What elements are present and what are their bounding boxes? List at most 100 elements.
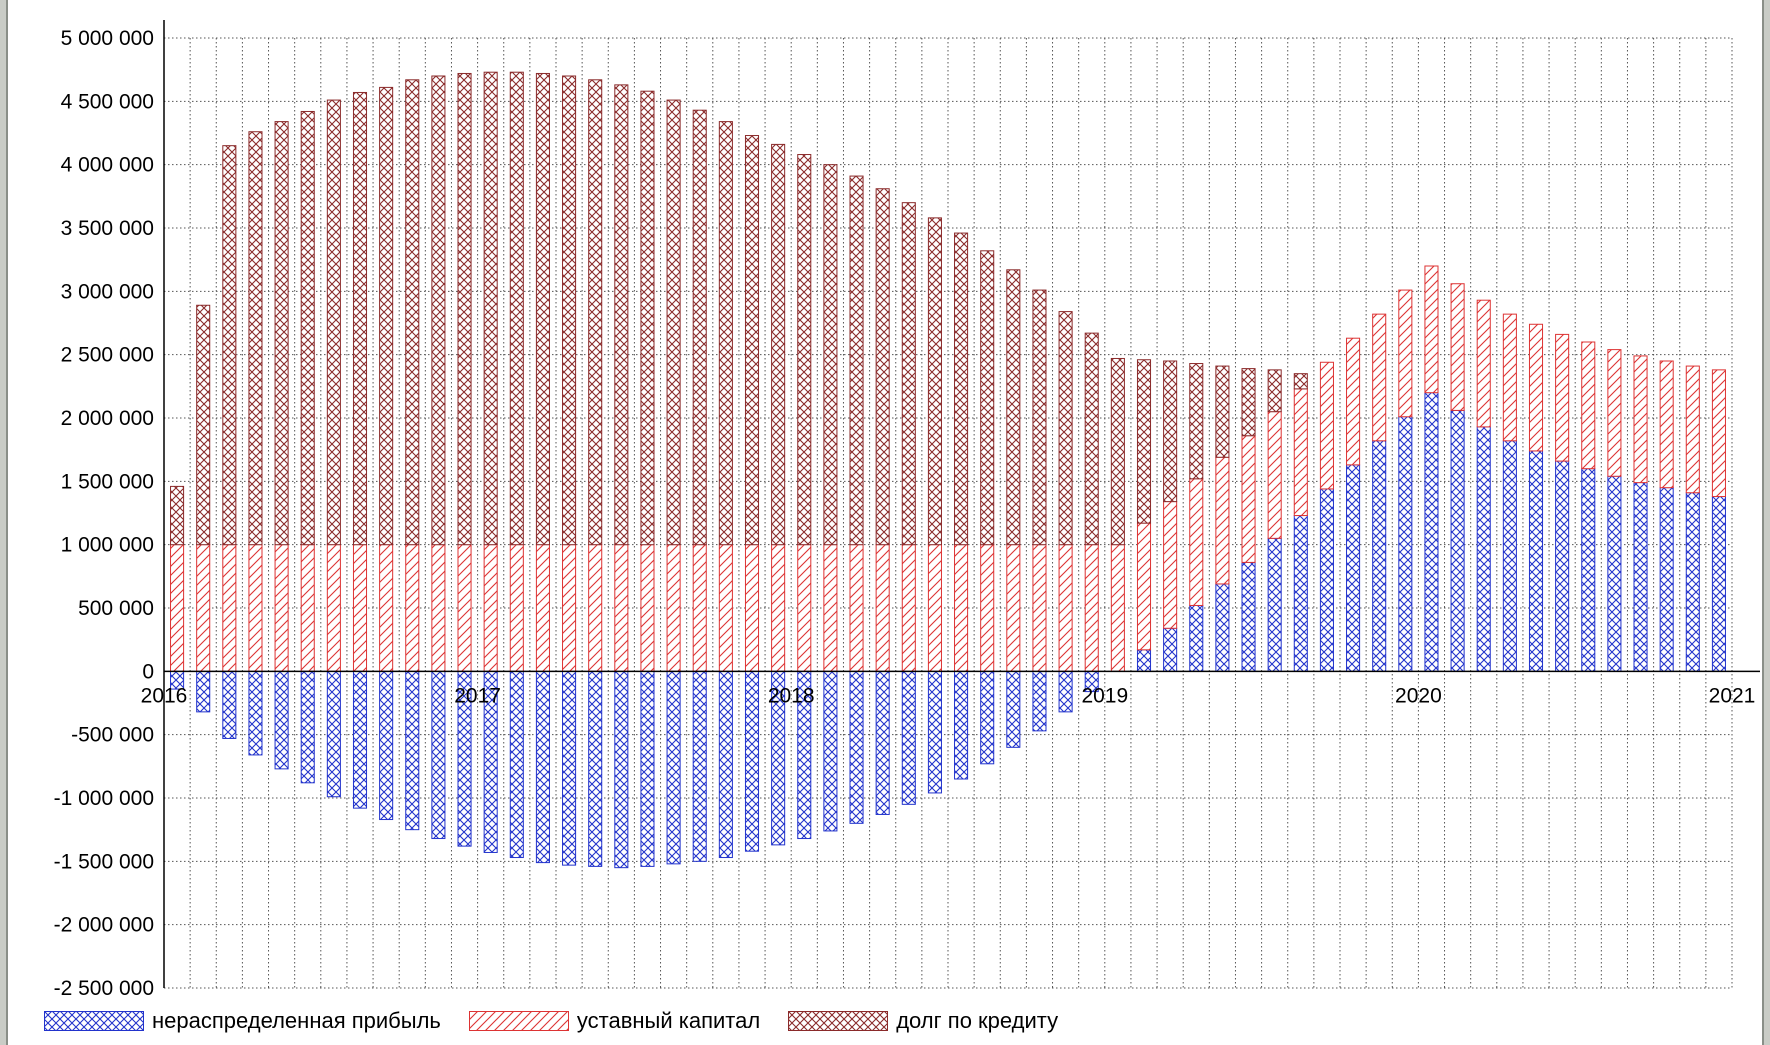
y-tick-label: 4 000 000 <box>61 154 154 177</box>
bar-segment <box>1581 468 1596 672</box>
bar-segment <box>1502 313 1517 442</box>
bar-segment <box>300 670 315 784</box>
bar-segment <box>1241 435 1256 563</box>
bar-segment <box>1346 337 1361 466</box>
bar-segment <box>1215 456 1230 585</box>
bar-segment <box>718 121 733 546</box>
bar-segment <box>222 544 237 672</box>
bar-segment <box>1372 313 1387 442</box>
bar-segment <box>170 544 185 672</box>
bar-segment <box>1685 492 1700 672</box>
bar-segment <box>379 86 394 546</box>
bar-segment <box>1215 365 1230 458</box>
bar-segment <box>1346 464 1361 672</box>
bar-segment <box>1032 670 1047 732</box>
bar-segment <box>1711 496 1726 672</box>
bar-segment <box>1633 482 1648 672</box>
bar-segment <box>431 544 446 672</box>
chart-window: 5 000 000 4 500 000 4 000 000 3 500 000 3 00… <box>6 0 1764 1045</box>
bar-segment <box>300 110 315 546</box>
bar-segment <box>405 79 420 546</box>
bar-segment <box>352 544 368 672</box>
y-tick-label: -2 000 000 <box>54 914 154 937</box>
bar-segment <box>509 544 524 672</box>
y-tick-labels: 5 000 000 4 500 000 4 000 000 3 500 000 3 00… <box>54 27 154 1000</box>
bar-segment <box>1032 289 1047 546</box>
bar-segment <box>901 544 916 672</box>
bar-segment <box>1711 369 1726 498</box>
bar-segment <box>196 544 211 672</box>
bar-segment <box>562 670 577 866</box>
y-tick-label: 4 500 000 <box>61 90 154 113</box>
bar-segment <box>1189 478 1204 606</box>
bar-segment <box>614 84 629 546</box>
bar-segment <box>771 544 786 672</box>
bar-segment <box>640 670 655 867</box>
bar-segment <box>170 485 185 546</box>
bar-segment <box>771 143 786 546</box>
legend-item-retained-earnings: нераспределенная прибыль <box>44 1008 441 1034</box>
bar-segment <box>1659 360 1674 489</box>
bar-segment <box>1006 269 1021 546</box>
bar-segment <box>1058 544 1073 672</box>
bar-segment <box>614 670 629 869</box>
bar-segment <box>1032 544 1047 672</box>
bar-segment <box>875 188 890 546</box>
bar-segment <box>326 670 341 798</box>
bar-segment <box>849 175 864 546</box>
legend-item-loan-debt: долг по кредиту <box>788 1008 1058 1034</box>
bar-segment <box>1424 265 1439 394</box>
bar-segment <box>875 544 890 672</box>
bar-segment <box>744 135 760 546</box>
bar-segment <box>352 91 368 546</box>
bar-segment <box>509 71 524 546</box>
bar-segment <box>823 544 838 672</box>
bar-segment <box>744 544 760 672</box>
bar-segment <box>1502 440 1517 672</box>
bar-segment <box>405 670 420 831</box>
bar-segment <box>640 90 655 546</box>
bar-segment <box>927 217 942 546</box>
bar-segment <box>666 99 681 546</box>
legend-label: долг по кредиту <box>896 1008 1059 1033</box>
bar-segment <box>1659 487 1674 672</box>
bar-segment <box>823 670 838 832</box>
bar-segment <box>1006 544 1021 672</box>
bar-segment <box>797 544 812 672</box>
x-tick-label: 2017 <box>454 684 501 707</box>
bar-segment <box>352 670 368 809</box>
stacked-bar-chart: 5 000 000 4 500 000 4 000 000 3 500 000 3 00… <box>54 20 1760 1000</box>
bar-segment <box>535 670 550 864</box>
bar-segment <box>1006 670 1021 748</box>
bar-segment <box>1267 411 1282 539</box>
bar-segment <box>1424 392 1439 672</box>
bar-segment <box>1189 363 1204 480</box>
bar-segment <box>666 670 681 865</box>
bar-segment <box>535 72 550 546</box>
bar-segment <box>222 670 237 739</box>
bar-segment <box>326 544 341 672</box>
legend-label: нераспределенная прибыль <box>152 1008 441 1033</box>
legend: нераспределенная прибыль уставный капита… <box>44 1004 1072 1038</box>
x-tick-labels: 2016 2017 2018 2019 2020 2021 <box>141 684 1756 707</box>
bar-segment <box>588 670 603 867</box>
bar-segment <box>1241 561 1256 672</box>
bar-segment <box>666 544 681 672</box>
bar-segment <box>1215 583 1230 672</box>
bar-segment <box>1110 357 1125 546</box>
bar-segment <box>1267 537 1282 672</box>
bar-segment <box>274 121 289 546</box>
bar-segment <box>248 544 263 672</box>
bar-segment <box>248 131 263 546</box>
bar-segment <box>1528 323 1544 452</box>
bar-segment <box>927 544 942 672</box>
bar-segment <box>1450 283 1465 411</box>
bar-segment <box>692 544 707 672</box>
bar-segment <box>431 75 446 546</box>
y-tick-label: -500 000 <box>71 724 154 747</box>
bar-segment <box>1398 416 1413 672</box>
bar-segment <box>1189 604 1204 672</box>
bar-segment <box>1058 670 1073 713</box>
bar-segment <box>980 670 995 765</box>
legend-label: уставный капитал <box>576 1008 761 1033</box>
